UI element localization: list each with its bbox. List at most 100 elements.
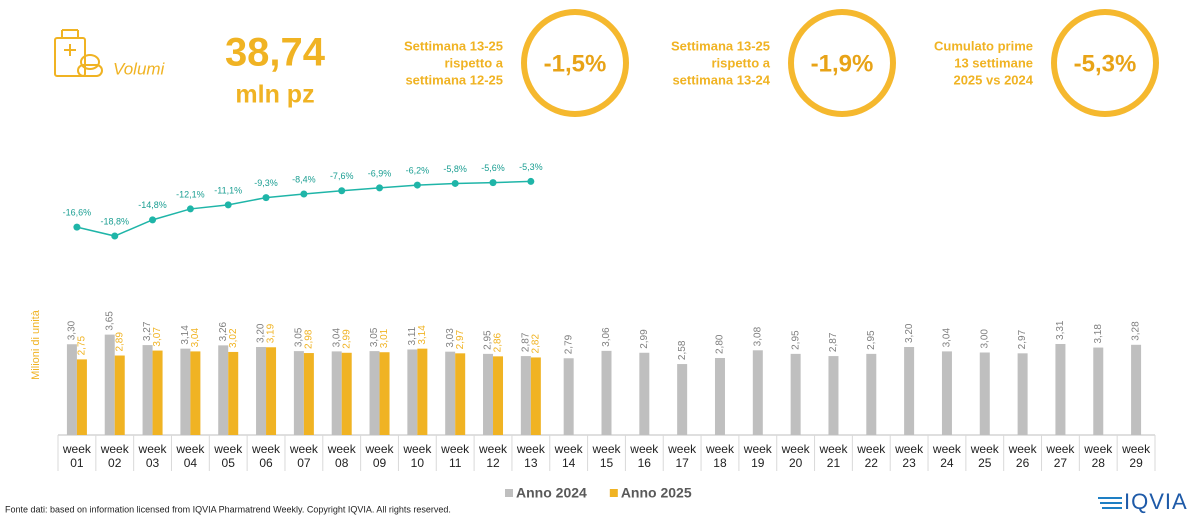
trend-label: -5,8%: [443, 164, 467, 174]
bar: [180, 348, 191, 435]
value-label: 3,30: [67, 320, 78, 340]
trend-point: [489, 179, 497, 187]
trend-point: [413, 181, 421, 189]
logo-mark: [1098, 497, 1122, 509]
bar: [1055, 343, 1066, 435]
trend-label: -5,3%: [519, 162, 543, 172]
bar: [677, 364, 688, 435]
bar: [303, 353, 314, 435]
x-tick-label: week 12: [479, 442, 508, 470]
x-tick-label: week 10: [403, 442, 432, 470]
value-label: 2,99: [639, 329, 650, 349]
bar: [752, 350, 763, 435]
trend-label: -14,8%: [138, 200, 167, 210]
bar: [1093, 347, 1104, 435]
value-label: 2,58: [677, 340, 688, 360]
x-tick-label: week 05: [214, 442, 243, 470]
value-label: 2,95: [866, 330, 877, 350]
bar: [266, 347, 277, 435]
value-label: 2,75: [77, 335, 88, 355]
bar: [341, 352, 352, 435]
bar: [520, 356, 531, 435]
bar: [369, 351, 380, 435]
value-label: 2,89: [114, 332, 125, 352]
bar: [66, 344, 77, 435]
x-tick-label: week 17: [668, 442, 697, 470]
bar: [979, 352, 990, 435]
value-label: 2,82: [530, 334, 541, 354]
kpi-caption: settimana 12-25: [405, 72, 503, 87]
trend-label: -9,3%: [254, 178, 278, 188]
value-label: 3,02: [228, 328, 239, 348]
bar: [483, 353, 494, 435]
trend-point: [149, 216, 157, 224]
bar: [256, 347, 267, 435]
bar: [76, 359, 87, 435]
source-note: Fonte dati: based on information license…: [5, 504, 451, 514]
legend-swatch: [609, 489, 618, 497]
kpi-caption: rispetto a: [444, 55, 503, 70]
x-tick-label: week 23: [895, 442, 924, 470]
legend-label: Anno 2025: [621, 485, 692, 501]
x-tick-label: week 21: [819, 442, 848, 470]
value-label: 2,80: [715, 334, 726, 354]
bar: [455, 353, 466, 435]
kpi-value: 38,74: [225, 31, 326, 75]
value-label: 2,95: [483, 330, 494, 350]
x-tick-label: week 13: [516, 442, 545, 470]
trend-label: -12,1%: [176, 189, 205, 199]
trend-label: -18,8%: [100, 216, 129, 226]
value-label: 3,05: [294, 327, 305, 347]
kpi-caption: settimana 13-24: [672, 72, 770, 87]
kpi-caption: 13 settimane: [954, 55, 1033, 70]
x-tick-label: week 07: [289, 442, 318, 470]
bar: [1017, 353, 1028, 435]
kpi-change: -1,9%: [811, 50, 874, 77]
value-label: 2,86: [493, 332, 504, 352]
bar: [417, 348, 428, 435]
value-label: 2,95: [790, 330, 801, 350]
value-label: 3,20: [904, 323, 915, 343]
bar: [601, 350, 612, 435]
x-tick-label: week 06: [252, 442, 281, 470]
trend-point: [186, 205, 194, 213]
bar: [714, 358, 725, 435]
bar: [142, 345, 153, 435]
legend-swatch: [505, 489, 513, 497]
bar: [445, 351, 456, 435]
kpi-ring: [521, 9, 629, 117]
trend-point: [224, 201, 232, 209]
value-label: 3,14: [417, 325, 428, 345]
trend-label: -7,6%: [330, 171, 354, 181]
value-label: 3,05: [369, 327, 380, 347]
volume-icon: [54, 29, 103, 77]
x-tick-label: week 19: [743, 442, 772, 470]
x-tick-label: week 24: [932, 442, 961, 470]
value-label: 3,00: [979, 329, 990, 349]
x-tick-label: week 09: [365, 442, 394, 470]
bar: [563, 358, 574, 435]
kpi-ring: [788, 9, 896, 117]
x-tick-label: week 20: [781, 442, 810, 470]
x-tick-label: week 28: [1084, 442, 1113, 470]
x-tick-label: week 27: [1046, 442, 1075, 470]
value-label: 3,14: [180, 325, 191, 345]
kpi-caption: Settimana 13-25: [671, 38, 770, 53]
bar: [218, 345, 229, 435]
trend-point: [262, 194, 270, 202]
bar: [866, 353, 877, 435]
x-tick-label: week 11: [441, 442, 470, 470]
value-label: 3,03: [445, 328, 456, 348]
logo: IQVIA: [1124, 489, 1188, 514]
bar: [493, 356, 504, 435]
x-tick-label: week 14: [554, 442, 583, 470]
bar: [152, 350, 163, 435]
value-label: 2,87: [828, 332, 839, 352]
bar: [1131, 344, 1142, 435]
kpi-caption: Cumulato prime: [934, 38, 1033, 53]
trend-label: -6,9%: [368, 168, 392, 178]
x-tick-label: week 16: [630, 442, 659, 470]
trend-label: -6,2%: [406, 165, 430, 175]
